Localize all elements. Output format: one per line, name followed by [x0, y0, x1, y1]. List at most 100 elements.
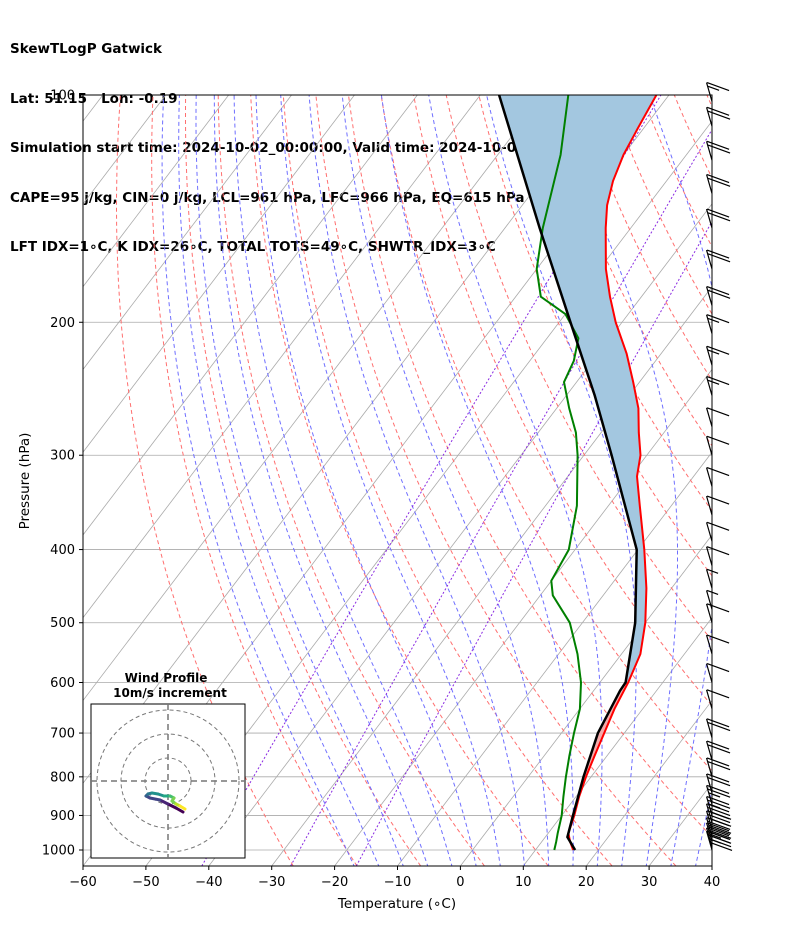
- wind-barb: [705, 546, 730, 566]
- isotherm-line: [522, 617, 712, 866]
- wind-barb: [705, 140, 731, 161]
- dry-adiabat: [576, 95, 712, 382]
- x-tick-label: −10: [384, 875, 411, 890]
- x-tick-label: −30: [258, 875, 285, 890]
- x-tick-label: 10: [515, 875, 532, 890]
- wind-barb: [705, 773, 731, 793]
- dry-adiabat: [413, 95, 712, 707]
- moist-adiabat: [558, 95, 678, 866]
- moist-adiabat: [280, 95, 501, 866]
- x-tick-label: 20: [578, 875, 595, 890]
- mixing-ratio-line: [290, 128, 712, 866]
- wind-barb: [705, 375, 730, 396]
- dry-adiabat: [116, 95, 294, 866]
- dry-adiabat: [250, 95, 549, 866]
- wind-barb: [705, 82, 730, 102]
- isotherm-line: [83, 95, 544, 702]
- dry-adiabat: [772, 95, 794, 866]
- y-tick-label: 200: [50, 316, 75, 331]
- parcel-line: [497, 95, 638, 851]
- x-tick-label: −50: [132, 875, 159, 890]
- x-tick-label: −40: [195, 875, 222, 890]
- hodograph-trace: [178, 804, 187, 811]
- wind-barb: [705, 689, 730, 709]
- isotherm-line: [208, 203, 712, 866]
- isotherm-line: [83, 95, 292, 371]
- cape-line: CAPE=95 j/kg, CIN=0 j/kg, LCL=961 hPa, L…: [10, 189, 525, 206]
- hodograph-trace: [148, 796, 162, 802]
- isotherm-line: [460, 534, 712, 866]
- temperature-line: [567, 95, 658, 851]
- wind-barb: [705, 827, 732, 847]
- dry-adiabat: [380, 95, 712, 772]
- isotherm-line: [83, 95, 104, 122]
- y-tick-label: 600: [50, 676, 75, 691]
- x-axis-label: Temperature (∘C): [337, 896, 456, 912]
- moist-adiabat: [486, 95, 637, 866]
- wind-barb: [705, 285, 731, 306]
- y-tick-label: 500: [50, 616, 75, 631]
- cin-area: [567, 682, 629, 850]
- x-tick-label: 30: [641, 875, 658, 890]
- moist-adiabat: [649, 95, 712, 866]
- wind-barb: [705, 435, 730, 456]
- moist-adiabat: [161, 95, 355, 866]
- moist-adiabat: [195, 95, 404, 866]
- wind-barb: [705, 106, 731, 127]
- dry-adiabat: [739, 95, 794, 866]
- y-axis-label: Pressure (hPa): [17, 433, 33, 530]
- hodograph-ring: [96, 709, 240, 853]
- wind-barb: [705, 521, 730, 542]
- dewpoint-line: [535, 95, 583, 851]
- chart-title: SkewTLogP Gatwick: [10, 41, 163, 57]
- wind-barb: [705, 568, 719, 589]
- wind-barb: [705, 249, 731, 270]
- wind-barb: [705, 314, 730, 334]
- isotherm-line: [775, 95, 794, 866]
- wind-barb: [705, 634, 730, 655]
- isotherm-line: [83, 95, 418, 536]
- moist-adiabat: [428, 95, 603, 866]
- wind-barb: [705, 663, 730, 683]
- y-tick-label: 1000: [42, 844, 75, 859]
- chart-header: SkewTLogP Gatwick Lat: 51.15 Lon: -0.19 …: [10, 8, 626, 272]
- y-tick-label: 400: [50, 543, 75, 558]
- isotherm-line: [271, 285, 712, 866]
- x-tick-label: −20: [321, 875, 348, 890]
- dry-adiabat: [348, 95, 712, 838]
- moist-adiabat: [380, 95, 574, 866]
- wind-barb: [705, 718, 731, 738]
- isotherm-line: [83, 95, 481, 619]
- dry-adiabat: [185, 95, 422, 866]
- y-tick-label: 800: [50, 770, 75, 785]
- moist-adiabat: [308, 95, 526, 866]
- moist-adiabat: [255, 95, 477, 866]
- x-tick-label: 40: [704, 875, 721, 890]
- wind-barb: [705, 757, 731, 778]
- wind-barb: [705, 495, 730, 516]
- moist-adiabat: [720, 95, 794, 868]
- dry-adiabat: [282, 95, 613, 866]
- x-tick-label: −60: [69, 875, 96, 890]
- wind-barb: [705, 803, 732, 823]
- dry-adiabat: [315, 95, 677, 866]
- y-tick-label: 900: [50, 809, 75, 824]
- mixing-ratio-line: [201, 95, 662, 866]
- y-tick-label: 300: [50, 449, 75, 464]
- wind-barb: [705, 740, 731, 761]
- moist-adiabat: [233, 95, 453, 866]
- dry-adiabat: [151, 95, 358, 866]
- isotherm-line: [83, 95, 355, 453]
- y-tick-label: 700: [50, 727, 75, 742]
- wind-barb: [705, 589, 719, 610]
- isotherm-line: [83, 95, 229, 288]
- moist-adiabat: [213, 95, 429, 866]
- dry-adiabat: [445, 95, 712, 642]
- wind-barb: [705, 208, 731, 229]
- hodograph-title: Wind Profile: [125, 671, 208, 685]
- moist-adiabat: [178, 95, 380, 866]
- x-tick-label: 0: [456, 875, 464, 890]
- dry-adiabat: [217, 95, 485, 866]
- hodograph-subtitle: 10m/s increment: [113, 686, 227, 700]
